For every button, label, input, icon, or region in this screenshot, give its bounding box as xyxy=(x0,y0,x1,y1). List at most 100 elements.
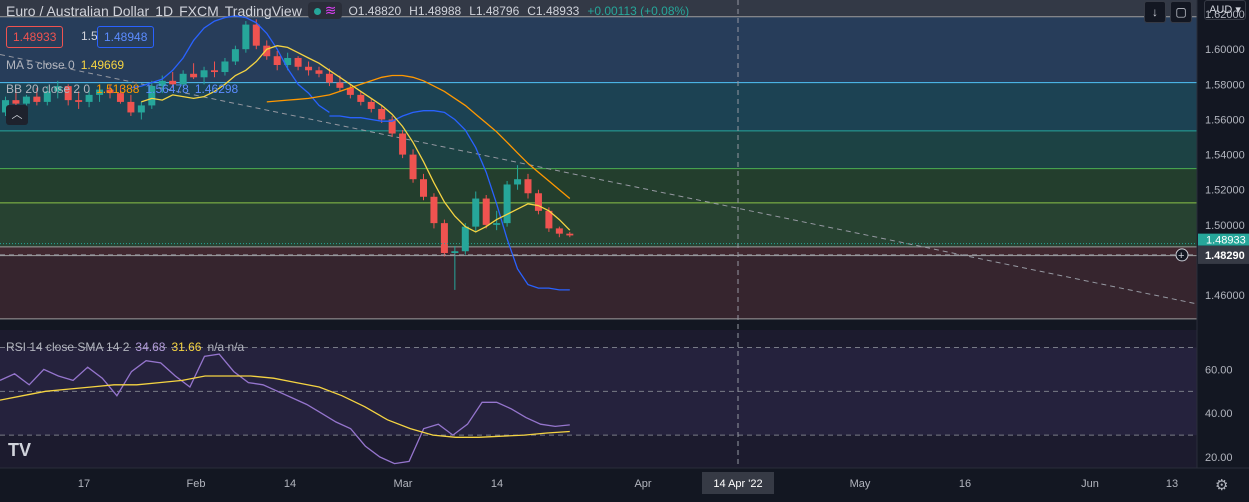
download-button[interactable]: ↓ xyxy=(1144,1,1166,23)
platform-label: TradingView xyxy=(224,2,302,19)
candle-body xyxy=(555,228,563,234)
fullscreen-button[interactable]: ▢ xyxy=(1170,1,1192,23)
sell-button[interactable]: 1.48933 xyxy=(6,26,64,48)
fib-zone xyxy=(0,82,1197,131)
currency-label: AUD xyxy=(1209,4,1233,16)
candle-body xyxy=(252,24,260,46)
time-tick-label: 14 xyxy=(284,478,296,490)
plus-icon: + xyxy=(1178,250,1184,262)
rsi-legend[interactable]: RSI 14 close SMA 14 2 34.68 31.66 n/a n/… xyxy=(6,340,244,354)
replay-icon: ≋ xyxy=(324,2,337,18)
ohlc-low: L1.48796 xyxy=(469,3,520,18)
candle-body xyxy=(190,73,198,78)
source-label: FXCM xyxy=(179,2,219,19)
candle-body xyxy=(294,57,302,67)
candle-body xyxy=(54,86,62,92)
collapse-legend-button[interactable]: ︿ xyxy=(6,105,28,125)
candle-body xyxy=(221,61,229,73)
time-tick-label: 17 xyxy=(78,478,90,490)
candle-body xyxy=(43,91,51,102)
time-tick-label: Apr xyxy=(634,478,651,490)
candle-body xyxy=(12,100,20,104)
chart-header: Euro / Australian Dollar 1D FXCM Trading… xyxy=(6,2,689,19)
ma5-line xyxy=(141,45,571,233)
chevron-down-icon: ▾ xyxy=(1235,4,1241,16)
rsi-legend-na: n/a n/a xyxy=(207,340,245,354)
ohlc-change: +0.00113 (+0.08%) xyxy=(587,3,690,18)
candle-body xyxy=(514,179,522,185)
candle-body xyxy=(106,89,114,94)
candle-body xyxy=(399,133,407,155)
candle-body xyxy=(472,198,480,227)
crosshair-time-label: 14 Apr '22 xyxy=(713,478,762,490)
gear-icon[interactable]: ⚙ xyxy=(1215,477,1229,494)
candle-body xyxy=(566,233,574,236)
spread-label: 1.5 xyxy=(81,29,98,43)
candle-body xyxy=(430,196,438,224)
rsi-sma-legend-value: 31.66 xyxy=(171,340,202,354)
candle-body xyxy=(534,193,542,211)
crosshair-price-box xyxy=(1198,245,1249,264)
fib-zone xyxy=(0,202,1197,247)
ohlc-readout: O1.48820 H1.48988 L1.48796 C1.48933 +0.0… xyxy=(348,4,689,18)
bb-legend[interactable]: BB 20 close 2 0 1.51388 1.56478 1.46298 xyxy=(6,82,238,96)
candle-body xyxy=(116,93,124,102)
bb-legend-label: BB 20 close 2 0 xyxy=(6,82,91,96)
last-price-label: 1.48933 xyxy=(1206,235,1246,247)
candle-body xyxy=(440,223,448,253)
fib-zone xyxy=(0,246,1197,256)
interval-label[interactable]: 1D xyxy=(155,2,174,19)
price-tick-label: 1.56000 xyxy=(1205,114,1245,126)
crosshair-time-box xyxy=(702,472,774,494)
candle-body xyxy=(503,184,511,224)
candle-body xyxy=(231,49,239,62)
candle-body xyxy=(242,24,250,50)
candle-body xyxy=(409,154,417,180)
candle-body xyxy=(545,210,553,229)
candle-body xyxy=(169,80,177,85)
candle-body xyxy=(64,86,72,101)
candle-body xyxy=(461,226,469,252)
time-tick-label: Mar xyxy=(394,478,413,490)
ma-legend[interactable]: MA 5 close 0 1.49669 xyxy=(6,58,124,72)
candle-body xyxy=(420,179,427,197)
candle-body xyxy=(96,89,104,95)
candle-body xyxy=(2,100,9,113)
symbol-title[interactable]: Euro / Australian Dollar xyxy=(6,2,150,19)
candle-body xyxy=(357,94,365,102)
rsi-sma-line xyxy=(0,375,570,438)
candle-body xyxy=(127,101,135,113)
rsi-legend-value: 34.68 xyxy=(135,340,166,354)
candle-body xyxy=(346,87,354,95)
candle-body xyxy=(336,82,344,88)
trendline xyxy=(0,53,1198,305)
candle-body xyxy=(482,198,490,225)
candle-body xyxy=(85,94,93,102)
candle-body xyxy=(211,70,218,73)
time-tick-label: Feb xyxy=(187,478,206,490)
price-tick-label: 1.50000 xyxy=(1205,220,1245,232)
candle-body xyxy=(315,70,323,74)
candle-body xyxy=(33,96,41,102)
candle-body xyxy=(158,80,166,87)
tradingview-logo-icon[interactable]: TV xyxy=(8,440,32,460)
bb-upper-line xyxy=(130,15,330,113)
price-tick-label: 1.58000 xyxy=(1205,79,1245,91)
candle-body xyxy=(137,105,145,113)
crosshair-price-label: 1.48290 xyxy=(1205,250,1245,262)
ma-legend-label: MA 5 close 0 xyxy=(6,58,75,72)
market-status-badge[interactable]: ≋ xyxy=(307,2,343,19)
market-open-icon xyxy=(313,8,321,15)
bb-upper-value: 1.56478 xyxy=(145,82,189,96)
buy-button[interactable]: 1.48948 xyxy=(97,26,155,48)
candle-body xyxy=(493,223,501,225)
ohlc-close: C1.48933 xyxy=(527,3,580,18)
time-tick-label: Jun xyxy=(1081,478,1099,490)
pane-separator xyxy=(0,320,1249,328)
bb-basis-line xyxy=(266,74,571,199)
price-tick-label: 1.62000 xyxy=(1205,9,1245,21)
ohlc-high: H1.48988 xyxy=(409,3,462,18)
currency-selector[interactable]: AUD ▾ xyxy=(1204,0,1246,20)
